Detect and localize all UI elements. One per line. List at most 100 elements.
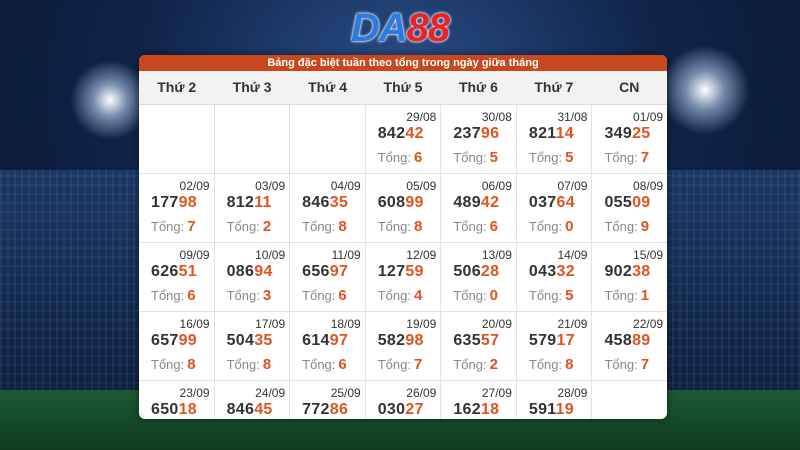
weekday-header: Thứ 2 xyxy=(157,79,197,95)
day-cell: 24/09 84645 xyxy=(215,381,291,419)
day-date: 25/09 xyxy=(330,386,361,400)
number-last-two-digits: 96 xyxy=(480,125,500,142)
sum-label: Tổng: xyxy=(302,219,336,234)
sum-value: 5 xyxy=(565,287,574,304)
day-date: 17/09 xyxy=(255,317,286,331)
empty-day-cell xyxy=(215,105,291,173)
sum-line: Tổng: 7 xyxy=(604,149,649,166)
number-last-two-digits: 28 xyxy=(480,263,500,280)
floodlight-left xyxy=(70,60,150,140)
number-last-two-digits: 98 xyxy=(178,194,198,211)
sum-line: Tổng: 5 xyxy=(529,149,574,166)
number-last-two-digits: 45 xyxy=(254,401,273,418)
number-last-two-digits: 42 xyxy=(480,194,500,211)
day-date: 08/09 xyxy=(633,179,664,193)
special-number: 04332 xyxy=(529,263,575,281)
day-date: 20/09 xyxy=(481,317,512,331)
sum-label: Tổng: xyxy=(453,288,487,303)
sum-line: Tổng: 6 xyxy=(151,287,196,304)
special-number: 62651 xyxy=(151,263,197,281)
special-number: 03764 xyxy=(529,194,575,212)
day-date: 09/09 xyxy=(179,248,210,262)
number-last-two-digits: 51 xyxy=(178,263,198,280)
weekday-header: Thứ 6 xyxy=(458,79,498,95)
number-prefix: 608 xyxy=(377,194,406,211)
sum-line: Tổng: 1 xyxy=(604,287,649,304)
number-last-two-digits: 18 xyxy=(480,401,500,418)
number-prefix: 579 xyxy=(528,332,557,349)
results-calendar-panel: Bảng đặc biệt tuần theo tổng trong ngày … xyxy=(139,55,667,419)
day-cell: 07/09 03764 Tổng: 0 xyxy=(517,174,593,242)
special-number: 23796 xyxy=(453,125,499,143)
sum-line: Tổng: 5 xyxy=(453,149,498,166)
sum-label: Tổng: xyxy=(604,288,638,303)
sum-value: 6 xyxy=(413,149,423,166)
special-number: 48942 xyxy=(453,194,499,212)
number-last-two-digits: 89 xyxy=(632,332,651,349)
day-cell: 04/09 84635 Tổng: 8 xyxy=(290,174,366,242)
special-number: 77286 xyxy=(302,401,348,419)
week-row: 16/09 65799 Tổng: 8 17/09 50435 Tổng: 8 18/09 614… xyxy=(139,312,667,381)
number-prefix: 458 xyxy=(604,332,633,349)
number-last-two-digits: 97 xyxy=(329,263,349,280)
sum-value: 5 xyxy=(489,149,498,166)
day-cell: 11/09 65697 Tổng: 6 xyxy=(290,243,366,311)
number-prefix: 162 xyxy=(453,401,481,418)
day-date: 15/09 xyxy=(633,248,664,262)
weekday-header: Thứ 4 xyxy=(308,79,348,95)
number-last-two-digits: 32 xyxy=(556,263,575,280)
empty-day-cell xyxy=(290,105,366,173)
number-prefix: 772 xyxy=(302,401,330,418)
sum-value: 8 xyxy=(413,218,423,235)
sum-label: Tổng: xyxy=(226,288,260,303)
day-cell: 08/09 05509 Tổng: 9 xyxy=(592,174,667,242)
sum-line: Tổng: 8 xyxy=(529,356,574,373)
number-last-two-digits: 98 xyxy=(405,332,424,349)
day-date: 06/09 xyxy=(481,179,512,193)
day-date: 13/09 xyxy=(481,248,512,262)
sum-value: 6 xyxy=(338,356,347,373)
sum-label: Tổng: xyxy=(604,357,638,372)
day-cell: 25/09 77286 xyxy=(290,381,366,419)
special-number: 84635 xyxy=(302,194,348,212)
sum-label: Tổng: xyxy=(377,288,411,303)
day-cell: 20/09 63557 Tổng: 2 xyxy=(441,312,517,380)
day-date: 21/09 xyxy=(557,317,588,331)
sum-value: 7 xyxy=(640,149,650,166)
day-date: 11/09 xyxy=(331,248,361,262)
number-last-two-digits: 99 xyxy=(405,194,424,211)
sum-value: 8 xyxy=(565,356,574,373)
sum-label: Tổng: xyxy=(604,219,638,234)
sum-value: 5 xyxy=(565,149,574,166)
number-last-two-digits: 19 xyxy=(555,401,575,418)
weekday-header: Thứ 5 xyxy=(383,79,423,95)
sum-value: 7 xyxy=(640,356,650,373)
day-date: 07/09 xyxy=(557,179,588,193)
sum-line: Tổng: 4 xyxy=(378,287,423,304)
weekday-header: Thứ 3 xyxy=(232,79,272,95)
number-last-two-digits: 59 xyxy=(405,263,424,280)
special-number: 65799 xyxy=(151,332,197,350)
sum-label: Tổng: xyxy=(528,357,563,372)
week-row: 23/09 65018 24/09 84645 25/09 77286 26/09 03027… xyxy=(139,381,667,419)
panel-title: Bảng đặc biệt tuần theo tổng trong ngày … xyxy=(139,55,667,71)
brand-logo: DA88 xyxy=(0,6,800,51)
number-prefix: 489 xyxy=(453,194,481,211)
week-row: 02/09 17798 Tổng: 7 03/09 81211 Tổng: 2 04/09 846… xyxy=(139,174,667,243)
sum-value: 1 xyxy=(640,287,650,304)
sum-line: Tổng: 6 xyxy=(302,356,347,373)
number-last-two-digits: 14 xyxy=(555,125,575,142)
day-date: 31/08 xyxy=(557,110,588,124)
day-cell: 21/09 57917 Tổng: 8 xyxy=(517,312,593,380)
sum-label: Tổng: xyxy=(453,219,487,234)
sum-value: 7 xyxy=(413,356,423,373)
day-date: 10/09 xyxy=(255,248,286,262)
sum-line: Tổng: 3 xyxy=(227,287,272,304)
day-date: 28/09 xyxy=(557,386,588,400)
special-number: 63557 xyxy=(453,332,499,350)
calendar-grid: 29/08 84242 Tổng: 6 30/08 23796 Tổng: 5 31/08 821… xyxy=(139,105,667,419)
number-prefix: 626 xyxy=(151,263,179,280)
sum-value: 9 xyxy=(640,218,650,235)
special-number: 84645 xyxy=(227,401,273,419)
number-prefix: 591 xyxy=(528,401,556,418)
